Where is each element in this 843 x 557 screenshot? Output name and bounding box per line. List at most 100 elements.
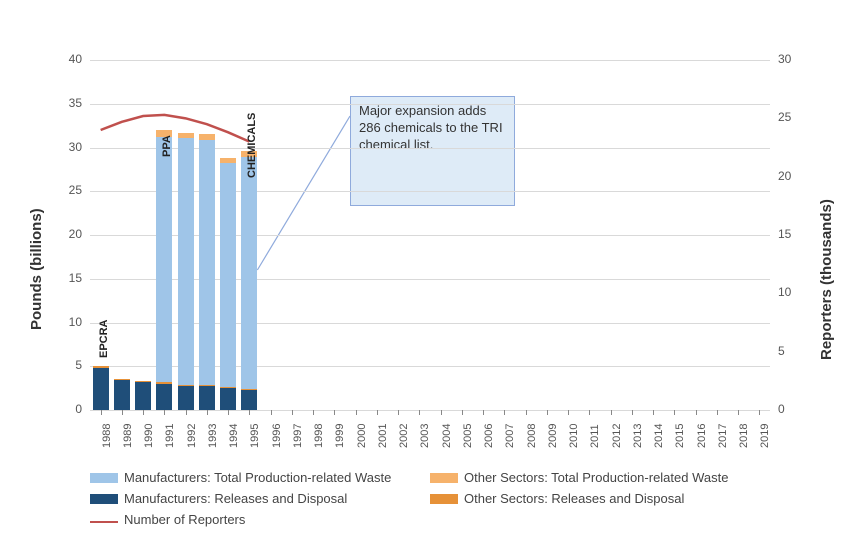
legend-swatch bbox=[430, 494, 458, 504]
x-tick-mark bbox=[674, 410, 675, 415]
x-tick-label: 2013 bbox=[632, 428, 644, 448]
x-tick-label: 1997 bbox=[292, 428, 304, 448]
x-tick-mark bbox=[122, 410, 123, 415]
x-tick-label: 2001 bbox=[377, 428, 389, 448]
x-tick-mark bbox=[759, 410, 760, 415]
x-tick-mark bbox=[143, 410, 144, 415]
x-tick-label: 2019 bbox=[759, 428, 771, 448]
x-tick-label: 2000 bbox=[356, 428, 368, 448]
x-tick-label: 2003 bbox=[419, 428, 431, 448]
bar-mfr_releases bbox=[114, 379, 130, 410]
bar-mfr_total_waste bbox=[220, 163, 236, 387]
y2-tick: 30 bbox=[778, 52, 818, 66]
y-tick: 40 bbox=[42, 52, 82, 66]
y2-axis-label: Reporters (thousands) bbox=[818, 199, 835, 360]
bar-other_releases bbox=[241, 389, 257, 390]
bar-other_releases bbox=[156, 382, 172, 383]
legend-swatch-line bbox=[90, 521, 118, 523]
y2-tick: 5 bbox=[778, 344, 818, 358]
legend: Manufacturers: Total Production-related … bbox=[90, 470, 770, 527]
bar-other_releases bbox=[199, 385, 215, 386]
x-tick-mark bbox=[611, 410, 612, 415]
x-tick-mark bbox=[228, 410, 229, 415]
x-tick-mark bbox=[441, 410, 442, 415]
bar-other_releases bbox=[114, 379, 130, 380]
x-tick-mark bbox=[356, 410, 357, 415]
x-tick-label: 1993 bbox=[207, 428, 219, 448]
y2-tick: 15 bbox=[778, 227, 818, 241]
x-tick-mark bbox=[377, 410, 378, 415]
x-tick-label: 2002 bbox=[398, 428, 410, 448]
plot-area: Major expansion adds 286 chemicals to th… bbox=[90, 60, 770, 410]
x-tick-label: 2017 bbox=[717, 428, 729, 448]
x-tick-mark bbox=[483, 410, 484, 415]
x-tick-label: 2007 bbox=[504, 428, 516, 448]
bar-mfr_releases bbox=[220, 388, 236, 410]
x-tick-mark bbox=[547, 410, 548, 415]
y-tick: 35 bbox=[42, 96, 82, 110]
x-tick-mark bbox=[632, 410, 633, 415]
legend-item: Number of Reporters bbox=[90, 512, 430, 527]
gridline bbox=[90, 104, 770, 105]
x-tick-label: 2012 bbox=[611, 428, 623, 448]
y-tick: 10 bbox=[42, 315, 82, 329]
legend-label: Manufacturers: Total Production-related … bbox=[124, 470, 391, 485]
bar-annotation: CHEMICALS bbox=[246, 112, 258, 177]
bar-annotation: EPCRA bbox=[98, 319, 110, 358]
bar-other_releases bbox=[178, 385, 194, 386]
legend-swatch bbox=[90, 473, 118, 483]
x-tick-label: 1990 bbox=[143, 428, 155, 448]
gridline bbox=[90, 60, 770, 61]
legend-item: Other Sectors: Total Production-related … bbox=[430, 470, 770, 485]
legend-item: Manufacturers: Total Production-related … bbox=[90, 470, 430, 485]
bar-other_releases bbox=[220, 387, 236, 388]
legend-label: Other Sectors: Total Production-related … bbox=[464, 470, 728, 485]
x-tick-mark bbox=[292, 410, 293, 415]
x-tick-mark bbox=[589, 410, 590, 415]
legend-item: Manufacturers: Releases and Disposal bbox=[90, 491, 430, 506]
y2-tick: 0 bbox=[778, 402, 818, 416]
x-tick-label: 1998 bbox=[313, 428, 325, 448]
legend-swatch bbox=[90, 494, 118, 504]
x-tick-label: 1999 bbox=[334, 428, 346, 448]
y-tick: 0 bbox=[42, 402, 82, 416]
x-tick-mark bbox=[101, 410, 102, 415]
x-tick-mark bbox=[398, 410, 399, 415]
x-tick-label: 2011 bbox=[589, 428, 601, 448]
y-tick: 25 bbox=[42, 183, 82, 197]
y-tick: 5 bbox=[42, 358, 82, 372]
x-tick-mark bbox=[504, 410, 505, 415]
x-tick-label: 2005 bbox=[462, 428, 474, 448]
x-tick-label: 2004 bbox=[441, 428, 453, 448]
bar-mfr_total_waste bbox=[241, 157, 257, 389]
x-tick-label: 1995 bbox=[249, 428, 261, 448]
y-tick: 15 bbox=[42, 271, 82, 285]
bar-mfr_releases bbox=[241, 390, 257, 410]
bar-mfr_releases bbox=[93, 368, 109, 410]
bar-other_total_waste bbox=[220, 158, 236, 162]
bar-other_releases bbox=[93, 366, 109, 368]
x-tick-mark bbox=[653, 410, 654, 415]
chart-container: Pounds (billions) Reporters (thousands) … bbox=[0, 0, 843, 557]
legend-label: Manufacturers: Releases and Disposal bbox=[124, 491, 347, 506]
y-tick: 20 bbox=[42, 227, 82, 241]
x-tick-mark bbox=[419, 410, 420, 415]
x-tick-mark bbox=[738, 410, 739, 415]
x-tick-mark bbox=[207, 410, 208, 415]
y-tick: 30 bbox=[42, 140, 82, 154]
x-tick-label: 2008 bbox=[526, 428, 538, 448]
bar-annotation: PPA bbox=[161, 135, 173, 157]
x-tick-mark bbox=[271, 410, 272, 415]
reporters-line-path bbox=[101, 115, 250, 142]
x-tick-label: 1988 bbox=[101, 428, 113, 448]
y2-tick: 10 bbox=[778, 285, 818, 299]
x-tick-label: 2018 bbox=[738, 428, 750, 448]
x-tick-label: 2015 bbox=[674, 428, 686, 448]
x-tick-label: 1994 bbox=[228, 428, 240, 448]
x-tick-label: 1996 bbox=[271, 428, 283, 448]
legend-label: Other Sectors: Releases and Disposal bbox=[464, 491, 684, 506]
bar-mfr_total_waste bbox=[156, 137, 172, 382]
x-tick-mark bbox=[717, 410, 718, 415]
bar-mfr_releases bbox=[135, 382, 151, 410]
gridline bbox=[90, 410, 770, 411]
